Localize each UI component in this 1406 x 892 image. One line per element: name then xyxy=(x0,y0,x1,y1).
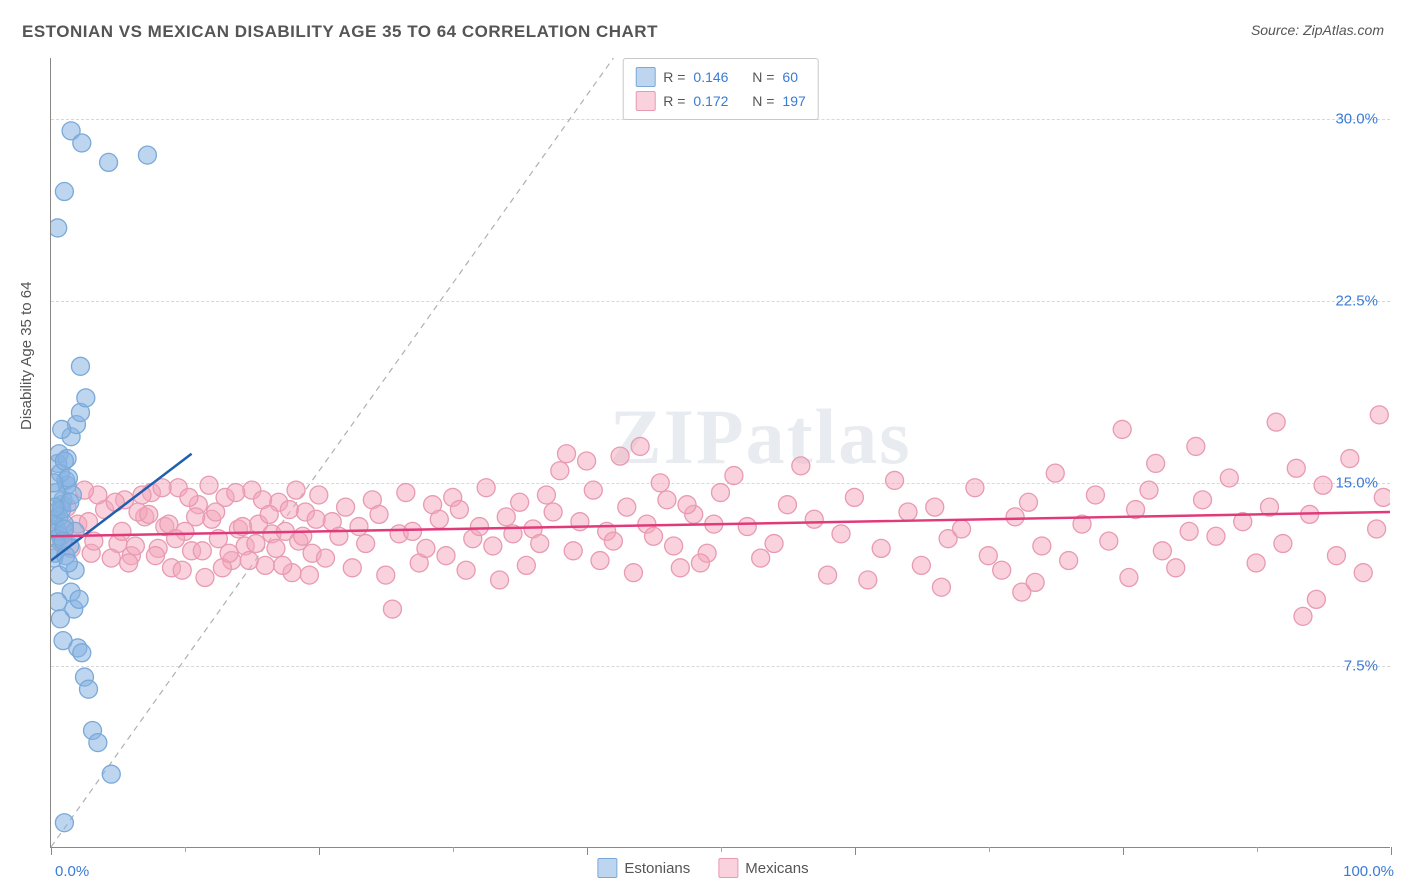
x-tick-major xyxy=(1391,847,1392,855)
legend-swatch-icon xyxy=(718,858,738,878)
legend-n-value-0: 60 xyxy=(782,69,798,85)
legend-stats-row-estonians: R = 0.146 N = 60 xyxy=(635,65,806,89)
chart-plot-area: ZIPatlas R = 0.146 N = 60 R = 0.172 N = … xyxy=(50,58,1390,848)
chart-title: ESTONIAN VS MEXICAN DISABILITY AGE 35 TO… xyxy=(22,22,658,42)
legend-series-label: Mexicans xyxy=(745,860,808,877)
source-label: Source: ZipAtlas.com xyxy=(1251,22,1384,38)
x-tick-minor xyxy=(453,847,454,852)
legend-r-value-1: 0.172 xyxy=(693,93,728,109)
legend-r-label: R = xyxy=(663,93,685,109)
legend-n-label: N = xyxy=(752,69,774,85)
x-tick-major xyxy=(855,847,856,855)
legend-swatch-icon xyxy=(597,858,617,878)
legend-n-value-1: 197 xyxy=(782,93,805,109)
legend-stats-box: R = 0.146 N = 60 R = 0.172 N = 197 xyxy=(622,58,819,120)
legend-n-label: N = xyxy=(752,93,774,109)
legend-swatch-estonians xyxy=(635,67,655,87)
y-axis-label: Disability Age 35 to 64 xyxy=(18,282,35,430)
x-tick-major xyxy=(587,847,588,855)
x-tick-minor xyxy=(721,847,722,852)
legend-series-mexicans: Mexicans xyxy=(718,858,808,878)
x-axis-max-label: 100.0% xyxy=(1343,863,1394,880)
x-tick-minor xyxy=(1257,847,1258,852)
x-tick-minor xyxy=(185,847,186,852)
x-tick-major xyxy=(1123,847,1124,855)
legend-series-box: Estonians Mexicans xyxy=(597,858,808,878)
x-tick-major xyxy=(319,847,320,855)
legend-series-estonians: Estonians xyxy=(597,858,690,878)
scatter-svg xyxy=(51,58,1390,847)
legend-swatch-mexicans xyxy=(635,91,655,111)
legend-stats-row-mexicans: R = 0.172 N = 197 xyxy=(635,89,806,113)
x-axis-min-label: 0.0% xyxy=(55,863,89,880)
x-tick-minor xyxy=(989,847,990,852)
legend-series-label: Estonians xyxy=(624,860,690,877)
legend-r-value-0: 0.146 xyxy=(693,69,728,85)
legend-r-label: R = xyxy=(663,69,685,85)
x-tick-major xyxy=(51,847,52,855)
